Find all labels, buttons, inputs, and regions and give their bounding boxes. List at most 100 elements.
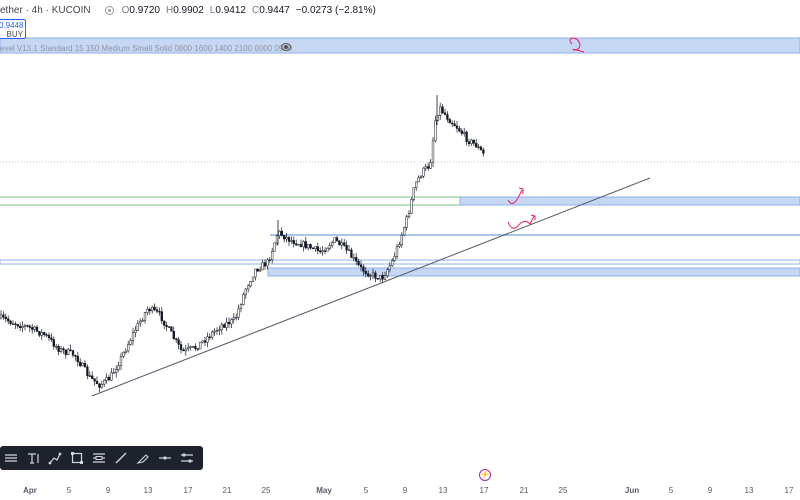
close-value: C0.9447 (251, 4, 290, 16)
candle-body (64, 349, 67, 355)
candle-body (129, 340, 132, 345)
candle-body (215, 330, 219, 332)
candle-body (463, 131, 466, 134)
candle-body (19, 325, 22, 328)
candle-body (429, 162, 432, 169)
candle-body (309, 244, 312, 249)
time-axis-label: 17 (479, 486, 489, 495)
indicator-legend[interactable]: evel V13.1 Standard 15 150 Medium Small … (0, 44, 293, 53)
candle-body (4, 316, 7, 319)
trend-tool[interactable] (44, 446, 66, 470)
candle-body (443, 112, 447, 115)
candle-body (335, 237, 339, 242)
time-axis-label: 17 (183, 486, 193, 495)
symbol-name[interactable]: ether · 4h · KUCOIN (0, 4, 91, 16)
candle-body (297, 244, 300, 246)
position-icon (181, 453, 193, 463)
horizontal-ray-tool[interactable] (0, 446, 22, 470)
time-axis-label: 21 (519, 486, 529, 495)
time-axis-label: 5 (66, 486, 72, 495)
line-tool[interactable] (110, 446, 132, 470)
candle-body (242, 294, 245, 305)
fib-icon (93, 453, 105, 463)
open-value: O0.9720 (121, 4, 160, 16)
time-axis-label: 9 (105, 486, 111, 495)
text-icon (28, 453, 39, 464)
candles-layer (0, 95, 485, 393)
candle-body (403, 227, 406, 236)
time-axis-label: 9 (402, 486, 408, 495)
position-tool[interactable] (176, 446, 198, 470)
candle-body (151, 306, 154, 312)
candle-body (340, 242, 343, 246)
candle-body (271, 251, 274, 261)
buy-button[interactable]: 0.9448 BUY (0, 19, 26, 39)
candle-body (69, 349, 72, 351)
horizontal-ray-icon (5, 454, 17, 462)
demand-zone-lower (267, 267, 800, 277)
change-value: −0.0273 (−2.81%) (295, 4, 376, 16)
candle-body (182, 349, 185, 352)
text-tool[interactable] (22, 446, 44, 470)
candle-body (115, 369, 118, 373)
candle-body (232, 317, 235, 320)
candle-body (386, 269, 389, 277)
candle-body (278, 230, 281, 237)
candle-body (158, 311, 161, 313)
candle-body (391, 260, 394, 267)
lightning-icon[interactable]: ⚡ (479, 469, 491, 481)
candle-body (374, 272, 377, 279)
candle-body (131, 332, 135, 341)
candle-body (441, 106, 444, 114)
candle-body (124, 350, 127, 353)
candle-body (299, 244, 303, 248)
time-axis[interactable]: Apr 5 9 13 17 21 25 May 5 9 13 17 21 25 Jun 5 9 13 17 (0, 486, 800, 500)
candle-body (369, 275, 372, 277)
candle-body (446, 114, 449, 120)
candle-body (256, 268, 259, 272)
candle-body (139, 320, 142, 324)
candle-body (143, 312, 147, 321)
candle-body (196, 348, 199, 350)
candle-body (230, 319, 233, 325)
candle-body (338, 240, 341, 246)
candle-body (117, 365, 120, 370)
candle-body (21, 325, 24, 328)
candle-body (208, 336, 211, 338)
candle-body (311, 247, 315, 250)
candle-body (347, 249, 351, 251)
brush-tool[interactable] (132, 446, 154, 470)
candle-body (458, 128, 461, 132)
eye-icon[interactable] (281, 43, 291, 51)
candle-body (343, 242, 346, 246)
rectangle-tool[interactable] (66, 446, 88, 470)
candle-body (261, 262, 264, 271)
candle-body (62, 348, 65, 351)
candle-body (223, 324, 226, 328)
time-axis-label: 5 (363, 486, 369, 495)
candle-body (225, 321, 228, 328)
candle-body (148, 308, 151, 312)
candle-body (292, 240, 295, 245)
candle-body (189, 346, 192, 348)
candle-body (0, 314, 3, 319)
candle-body (201, 340, 204, 343)
candle-body (177, 339, 180, 345)
candle-body (55, 346, 58, 348)
candle-body (321, 250, 324, 253)
candle-body (302, 241, 305, 248)
candle-body (153, 306, 156, 311)
candle-body (412, 187, 415, 200)
horizontal-line-tool[interactable] (154, 446, 176, 470)
demand-zone-upper (459, 196, 800, 206)
candle-body (460, 130, 463, 134)
candle-body (187, 347, 190, 350)
symbol-header: ether · 4h · KUCOIN O0.9720 H0.9902 L0.9… (0, 2, 376, 18)
rectangle-icon (71, 452, 83, 464)
fib-tool[interactable] (88, 446, 110, 470)
candle-body (227, 321, 231, 325)
candle-body (239, 304, 243, 310)
candle-body (381, 275, 384, 280)
